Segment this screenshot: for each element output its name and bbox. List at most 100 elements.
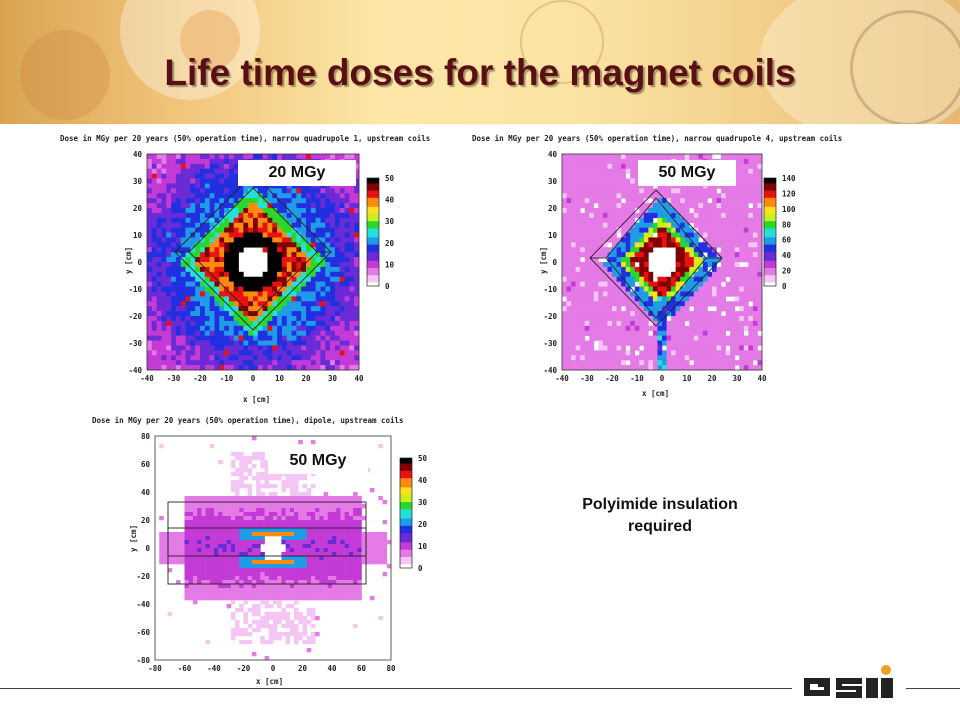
footer-rule-left — [0, 688, 792, 689]
colorbar-tick-label: 0 — [385, 282, 390, 291]
colorbar-tick-label: 0 — [418, 564, 423, 573]
dose-map-quadrupole-1: Dose in MGy per 20 years (50% operation … — [60, 134, 430, 404]
plot-title: Dose in MGy per 20 years (50% operation … — [60, 134, 430, 143]
x-tick-label: 10 — [275, 374, 285, 383]
dose-callout-3: 50 MGy — [268, 448, 368, 474]
y-tick-label: 0 — [145, 544, 150, 553]
note-line-2: required — [627, 518, 692, 535]
x-axis-label: x [cm] — [256, 677, 283, 686]
y-tick-label: -10 — [128, 285, 142, 294]
colorbar-tick-label: 40 — [418, 476, 428, 485]
x-tick-label: 40 — [327, 664, 337, 673]
coil-outline — [167, 501, 367, 585]
x-tick-label: -30 — [580, 374, 594, 383]
x-axis-label: x [cm] — [642, 389, 669, 398]
x-tick-label: 60 — [357, 664, 367, 673]
plot-quadrupole-1: Dose in MGy per 20 years (50% operation … — [55, 130, 475, 412]
dose-callout-2: 50 MGy — [638, 160, 736, 186]
heatmap — [562, 154, 763, 371]
y-tick-label: -40 — [543, 366, 557, 375]
y-tick-label: -20 — [136, 572, 150, 581]
banner-decoration — [20, 30, 110, 120]
colorbar-tick-label: 120 — [782, 189, 796, 198]
y-tick-label: 0 — [137, 258, 142, 267]
x-tick-label: -60 — [178, 664, 192, 673]
x-tick-label: 0 — [660, 374, 665, 383]
coil-outline — [589, 189, 723, 327]
banner-decoration — [180, 10, 240, 70]
colorbar-tick-label: 10 — [385, 260, 395, 269]
y-tick-label: 60 — [141, 460, 151, 469]
y-tick-label: 10 — [133, 231, 143, 240]
x-tick-label: -20 — [605, 374, 619, 383]
colorbar-tick-label: 20 — [782, 267, 792, 276]
y-tick-label: -10 — [543, 285, 557, 294]
x-tick-label: 0 — [271, 664, 276, 673]
x-tick-label: 40 — [354, 374, 364, 383]
x-axis-ticks: -40 -30 -20 -10 0 10 20 30 40 — [555, 374, 767, 383]
y-axis-ticks: 40 30 20 10 0 -10 -20 -30 -40 — [128, 150, 142, 375]
banner-decoration — [850, 10, 960, 124]
x-tick-label: 20 — [301, 374, 311, 383]
y-tick-label: 30 — [133, 177, 143, 186]
colorbar-tick-label: 50 — [385, 174, 395, 183]
x-tick-label: -20 — [193, 374, 207, 383]
x-axis-ticks: -80 -60 -40 -20 0 20 40 60 80 — [148, 664, 396, 673]
y-tick-label: -80 — [136, 656, 150, 665]
colorbar-tick-label: 60 — [782, 236, 792, 245]
gsi-logo — [802, 662, 902, 702]
heatmap — [147, 154, 360, 371]
x-tick-label: 40 — [757, 374, 767, 383]
header-banner — [0, 0, 960, 124]
y-tick-label: 40 — [548, 150, 558, 159]
x-tick-label: 0 — [251, 374, 256, 383]
y-tick-label: 40 — [141, 488, 151, 497]
colorbar-tick-label: 30 — [418, 498, 428, 507]
y-tick-label: 30 — [548, 177, 558, 186]
y-tick-label: 40 — [133, 150, 143, 159]
colorbar-tick-label: 140 — [782, 174, 796, 183]
colorbar-tick-label: 40 — [385, 196, 395, 205]
colorbar: 140 120 100 80 60 40 20 0 — [763, 174, 796, 291]
y-axis-label: y [cm] — [129, 525, 138, 552]
y-tick-label: 10 — [548, 231, 558, 240]
footer-rule-right — [906, 688, 960, 689]
dose-callout-1: 20 MGy — [238, 160, 356, 186]
page-title: Life time doses for the magnet coils — [164, 52, 796, 93]
y-axis-ticks: 40 30 20 10 0 -10 -20 -30 -40 — [543, 150, 557, 375]
x-tick-label: 20 — [707, 374, 717, 383]
y-tick-label: 20 — [548, 204, 558, 213]
insulation-note: Polyimide insulation required — [560, 494, 760, 538]
y-tick-label: 20 — [141, 516, 151, 525]
colorbar-tick-label: 20 — [418, 520, 428, 529]
plot-quadrupole-4: Dose in MGy per 20 years (50% operation … — [470, 130, 890, 412]
x-tick-label: -10 — [630, 374, 644, 383]
colorbar-tick-label: 10 — [418, 542, 428, 551]
colorbar-tick-label: 0 — [782, 282, 787, 291]
x-tick-label: 30 — [732, 374, 742, 383]
y-tick-label: -40 — [128, 366, 142, 375]
x-tick-label: -10 — [220, 374, 234, 383]
y-axis-label: y [cm] — [124, 247, 133, 274]
x-tick-label: 80 — [386, 664, 396, 673]
colorbar-tick-label: 20 — [385, 239, 395, 248]
x-tick-label: 20 — [298, 664, 308, 673]
x-axis-ticks: -40 -30 -20 -10 0 10 20 30 40 — [140, 374, 364, 383]
x-tick-label: -40 — [555, 374, 569, 383]
banner-decoration — [520, 0, 604, 84]
colorbar-tick-label: 50 — [418, 454, 428, 463]
y-tick-label: -20 — [128, 312, 142, 321]
x-axis-label: x [cm] — [243, 395, 270, 404]
dose-map-quadrupole-4: Dose in MGy per 20 years (50% operation … — [472, 134, 842, 398]
y-tick-label: -30 — [543, 339, 557, 348]
colorbar: 50 40 30 20 10 0 — [366, 174, 395, 291]
x-tick-label: 10 — [682, 374, 692, 383]
y-tick-label: -30 — [128, 339, 142, 348]
coil-outline — [174, 173, 332, 331]
y-axis-ticks: 80 60 40 20 0 -20 -40 -60 -80 — [136, 432, 150, 665]
plot-title: Dose in MGy per 20 years (50% operation … — [92, 416, 404, 425]
x-tick-label: -40 — [140, 374, 154, 383]
gsi-logo-mark — [804, 665, 893, 698]
y-tick-label: -20 — [543, 312, 557, 321]
x-tick-label: -40 — [207, 664, 221, 673]
